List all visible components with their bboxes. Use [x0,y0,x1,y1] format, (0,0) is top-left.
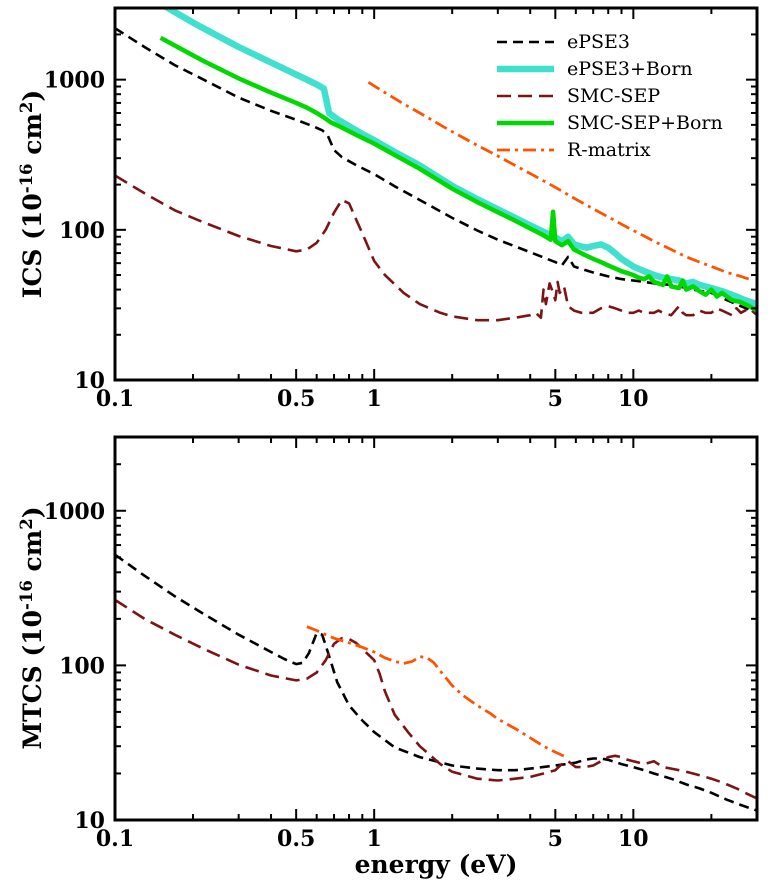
ics-y-tick-label: 100 [59,218,105,244]
mtcs-x-tick-label: 0.5 [277,826,315,852]
ics-x-tick-label: 5 [548,386,563,410]
ics-y-title-suffix: ) [18,89,48,102]
mtcs-x-tick-label: 10 [618,826,649,852]
mtcs-y-title-unit-exponent: 2 [16,518,36,530]
series-SMC-SEP+Born [159,35,757,313]
ics-x-tick-label: 0.5 [277,386,315,410]
legend: ePSE3 ePSE3+Born SMC-SEP SMC-SEP+Born R-matr… [497,31,723,161]
mtcs-x-tick-label: 0.1 [96,826,134,852]
ics-y-title-text: ICS (10 [18,193,48,299]
series-R-matrix [367,81,750,281]
series-ePSE3+Born [161,8,757,308]
ics-y-title-unit: cm [18,113,48,164]
mtcs-y-tick-label: 1000 [44,499,105,525]
mtcs-frame [113,435,759,822]
mtcs-y-tick-label: 10 [74,808,105,834]
legend-label-ePSE3: ePSE3 [567,31,630,53]
x-axis-title: energy (eV) [354,850,518,879]
ics-y-tick-label: 10 [74,368,105,394]
legend-label-SMC-SEP+Born: SMC-SEP+Born [567,112,723,134]
series-R-matrix [306,625,567,759]
mtcs-tick-labels: 0.1 0.5 1 5 10 10 100 1000 [44,499,649,852]
mtcs-y-title-suffix: ) [18,506,48,519]
mtcs-x-tick-label: 1 [367,826,382,852]
legend-label-ePSE3+Born: ePSE3+Born [567,58,693,80]
ics-x-tick-label: 10 [618,386,649,410]
ics-frame [113,6,759,382]
ics-y-axis-title: ICS (10-16 cm2) [17,90,47,299]
ics-tick-labels: 0.1 0.5 1 5 10 10 100 1000 [44,68,649,410]
series-SMC-SEP [115,598,757,800]
ics-y-tick-label: 1000 [44,68,105,94]
mtcs-series-group [115,553,757,812]
series-SMC-SEP [115,174,757,322]
mtcs-y-title-exponent: -16 [16,580,36,610]
mtcs-y-title-unit: cm [18,529,48,581]
series-ePSE3 [115,553,757,812]
mtcs-chart: 0.1 0.5 1 5 10 10 100 1000 [44,435,759,852]
mtcs-y-tick-label: 100 [59,653,105,679]
mtcs-x-tick-label: 5 [548,826,563,852]
legend-label-SMC-SEP: SMC-SEP [567,85,660,107]
mtcs-y-axis-title: MTCS (10-16 cm2) [17,506,47,749]
ics-x-tick-label: 0.1 [96,386,134,410]
ics-chart: 0.1 0.5 1 5 10 10 100 1000 ePSE3 ePSE3+Born SMC-SE… [44,6,759,410]
ics-x-tick-label: 1 [367,386,382,410]
ics-series-group [115,8,757,322]
mtcs-y-title-text: MTCS (10 [18,609,48,750]
legend-label-R-matrix: R-matrix [567,139,651,161]
ics-y-title-exponent: -16 [16,163,36,194]
ics-y-title-unit-exponent: 2 [16,101,36,114]
